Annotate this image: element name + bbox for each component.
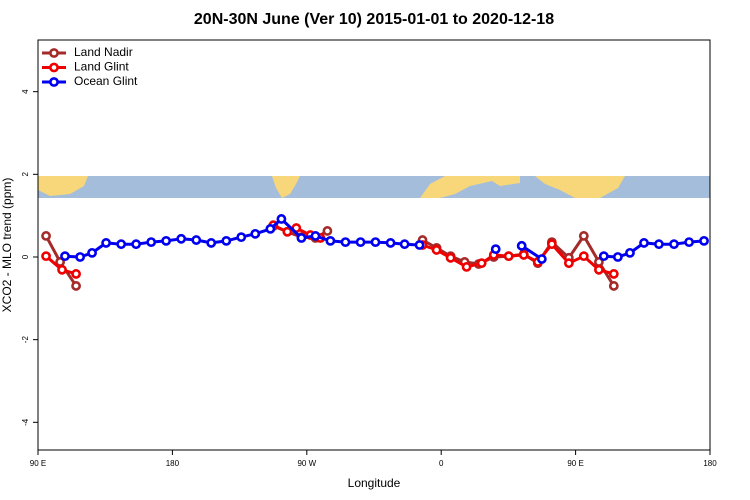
x-tick-label: 90 E <box>567 459 583 468</box>
data-point <box>625 247 635 258</box>
data-point <box>57 264 67 275</box>
data-point <box>593 264 604 275</box>
data-point <box>654 239 664 250</box>
data-point <box>101 238 111 248</box>
y-tick-label: -2 <box>21 336 30 344</box>
data-point <box>578 251 589 262</box>
data-point <box>476 258 487 269</box>
data-point <box>87 247 97 258</box>
data-point <box>60 251 70 262</box>
data-point <box>518 250 529 260</box>
data-point <box>370 237 381 248</box>
legend-label: Land Glint <box>74 60 129 74</box>
data-point <box>608 269 619 279</box>
data-point <box>598 251 609 262</box>
chart-title: 20N-30N June (Ver 10) 2015-01-01 to 2020… <box>194 11 554 28</box>
data-point <box>176 233 187 244</box>
plot-frame <box>37 39 711 451</box>
data-point <box>325 235 336 246</box>
data-point <box>116 239 127 250</box>
y-axis-title: XCO2 - MLO trend (ppm) <box>0 178 14 313</box>
data-point <box>71 269 81 279</box>
data-point <box>322 226 333 236</box>
data-point <box>385 238 396 248</box>
legend-label: Ocean Glint <box>74 74 138 88</box>
x-tick-label: 90 E <box>30 459 46 468</box>
data-point <box>516 240 527 251</box>
plot-area <box>41 214 709 291</box>
data-point <box>445 252 456 263</box>
series-line <box>64 217 705 261</box>
data-point <box>146 237 157 248</box>
x-tick-label: 0 <box>439 459 444 468</box>
data-point <box>612 252 623 262</box>
data-point <box>71 281 81 291</box>
data-point <box>75 252 86 262</box>
data-point <box>206 238 217 248</box>
data-point <box>461 262 472 272</box>
data-point <box>399 239 410 250</box>
data-point <box>265 223 276 234</box>
data-point <box>41 251 51 262</box>
y-tick-label: -4 <box>21 418 30 426</box>
data-point <box>41 231 51 241</box>
y-tick-label: 4 <box>21 89 30 94</box>
data-point <box>131 239 142 250</box>
legend-marker <box>49 77 59 87</box>
y-tick-label: 2 <box>21 172 30 177</box>
data-point <box>578 231 589 241</box>
data-point <box>536 254 547 264</box>
x-axis-title: Longitude <box>348 476 401 490</box>
data-point <box>250 228 261 239</box>
map-strip <box>38 176 710 198</box>
data-point <box>310 231 321 241</box>
data-point <box>221 235 232 246</box>
legend-marker <box>49 48 59 58</box>
x-tick-label: 180 <box>703 459 717 468</box>
data-point <box>699 235 709 246</box>
data-point <box>236 232 247 243</box>
data-point <box>191 235 202 245</box>
data-point <box>431 245 442 255</box>
data-point <box>608 281 619 291</box>
x-tick-label: 180 <box>166 459 180 468</box>
data-point <box>546 239 557 250</box>
data-point <box>503 251 514 262</box>
data-point <box>563 258 574 269</box>
data-point <box>355 237 366 248</box>
data-point <box>414 240 425 250</box>
x-tick-label: 90 W <box>297 459 316 468</box>
data-point <box>684 237 694 248</box>
y-tick-label: 0 <box>21 254 30 259</box>
data-point <box>276 214 287 224</box>
data-point <box>639 238 649 248</box>
legend-marker <box>49 62 59 73</box>
legend-label: Land Nadir <box>74 45 133 59</box>
data-point <box>161 235 172 246</box>
data-point <box>490 244 501 255</box>
data-point <box>669 239 679 250</box>
data-point <box>282 226 293 237</box>
data-point <box>296 233 307 243</box>
data-point <box>340 237 351 248</box>
